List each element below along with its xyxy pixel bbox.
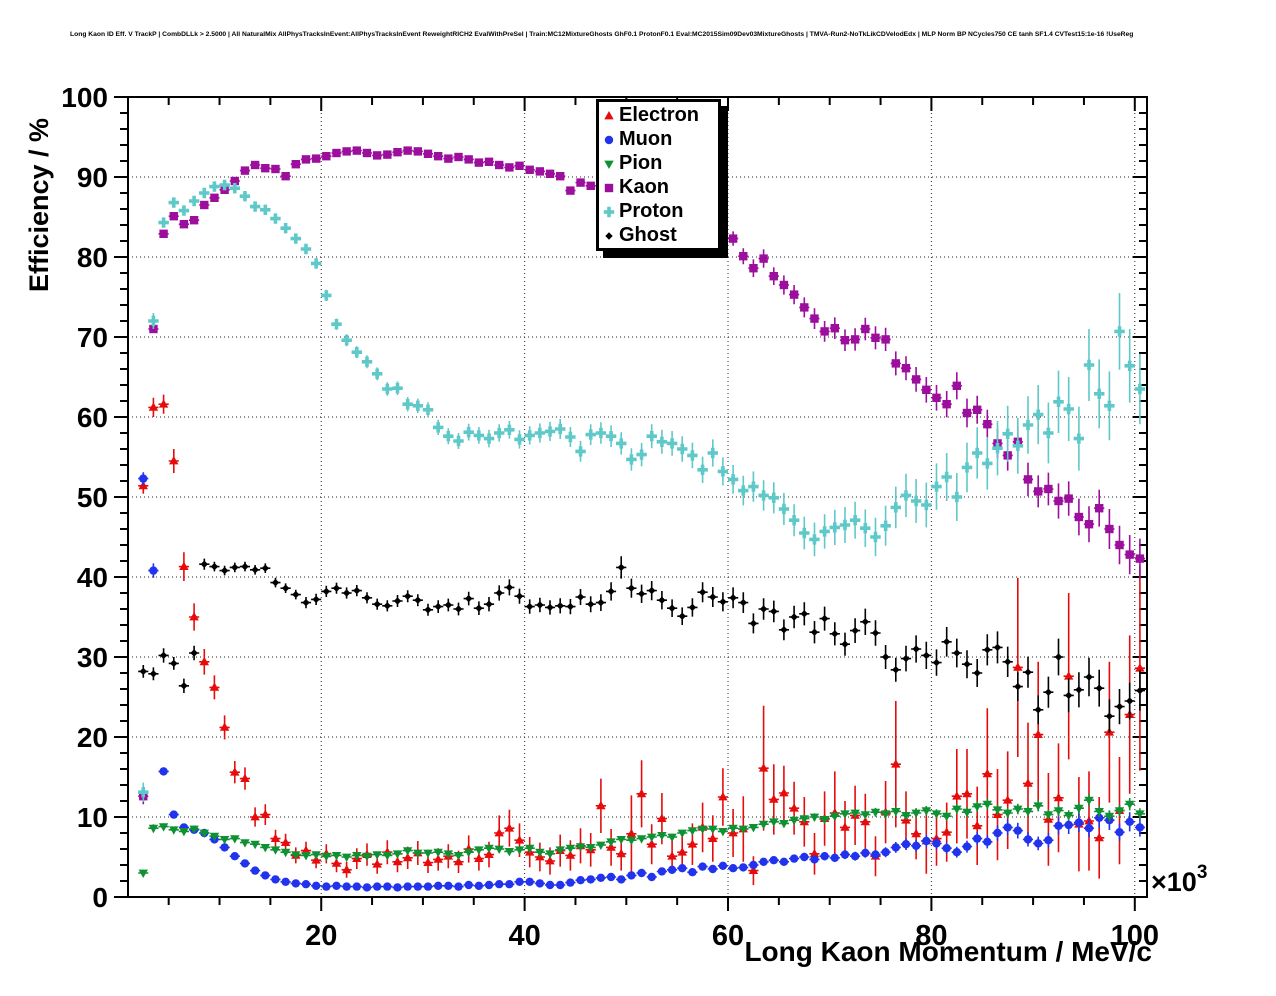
legend-item-kaon: Kaon — [602, 175, 716, 199]
series-electron — [138, 394, 1145, 885]
svg-text:90: 90 — [77, 162, 108, 193]
legend-label: Ghost — [619, 224, 677, 246]
svg-text:60: 60 — [77, 402, 108, 433]
svg-text:0: 0 — [92, 882, 108, 913]
svg-text:20: 20 — [77, 722, 108, 753]
svg-text:70: 70 — [77, 322, 108, 353]
legend: Electron Muon Pion Kaon Proton Ghost — [596, 99, 721, 251]
x-axis-title: Long Kaon Momentum / MeV/c — [744, 936, 1152, 967]
x-axis-multiplier: ×103 — [1151, 862, 1207, 897]
legend-label: Proton — [619, 200, 684, 222]
plot-title: Long Kaon ID Eff. V TrackP | CombDLLk > … — [70, 30, 1134, 38]
svg-text:80: 80 — [77, 242, 108, 273]
series-muon — [138, 472, 1145, 892]
diamond-marker-icon — [605, 231, 613, 240]
legend-item-proton: Proton — [602, 199, 716, 223]
series-ghost — [138, 556, 1145, 733]
legend-item-ghost: Ghost — [602, 223, 716, 247]
svg-text:60: 60 — [712, 920, 744, 952]
svg-text:100: 100 — [1111, 920, 1159, 952]
y-axis-title: Efficiency / % — [24, 117, 54, 292]
svg-text:30: 30 — [77, 642, 108, 673]
svg-text:40: 40 — [77, 562, 108, 593]
svg-text:40: 40 — [508, 920, 540, 952]
svg-text:100: 100 — [61, 82, 108, 113]
legend-label: Muon — [619, 128, 673, 150]
axis-ticks — [114, 96, 1147, 911]
legend-label: Electron — [619, 104, 700, 126]
legend-item-pion: Pion — [602, 151, 716, 175]
series-proton — [138, 179, 1146, 802]
legend-label: Kaon — [619, 176, 669, 198]
series-pion — [138, 793, 1145, 878]
square-marker-icon — [604, 183, 614, 192]
triangle-down-marker-icon — [604, 160, 614, 169]
legend-item-electron: Electron — [602, 103, 716, 127]
y-tick-labels: 0 10 20 30 40 50 60 70 80 90 100 — [61, 82, 108, 913]
svg-text:10: 10 — [77, 802, 108, 833]
triangle-up-marker-icon — [604, 110, 614, 119]
circle-marker-icon — [604, 135, 614, 144]
legend-label: Pion — [619, 152, 663, 174]
plot-area — [138, 146, 1146, 892]
cross-marker-icon — [603, 206, 615, 217]
x-tick-labels: 20 40 60 80 100 — [305, 920, 1159, 952]
svg-text:20: 20 — [305, 920, 337, 952]
svg-text:50: 50 — [77, 482, 108, 513]
legend-item-muon: Muon — [602, 127, 716, 151]
svg-text:80: 80 — [915, 920, 947, 952]
